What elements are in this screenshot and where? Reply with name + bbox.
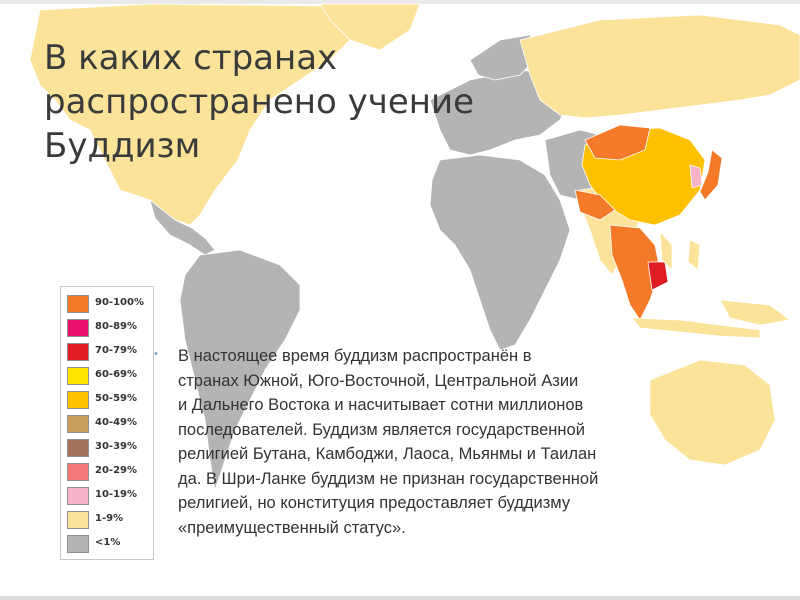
paragraph-line: В настоящее время буддизм распространён … [178, 347, 532, 365]
body-paragraph: В настоящее время буддизм распространён … [178, 344, 728, 540]
slide-top-border [0, 0, 800, 4]
legend-item: 90-100% [67, 295, 151, 313]
legend-swatch [67, 415, 89, 433]
legend-item: 80-89% [67, 319, 151, 337]
map-vietnam [659, 230, 673, 271]
map-australia [649, 359, 776, 466]
paragraph-line: «преимущественный статус». [178, 518, 406, 537]
legend-item: 70-79% [67, 343, 151, 361]
title-line: распространено учение [44, 82, 474, 122]
legend-item: 1-9% [67, 511, 151, 529]
map-cambodia [647, 261, 669, 291]
title-line: В каких странах [44, 38, 338, 78]
map-central-america [149, 198, 216, 256]
map-africa [429, 154, 571, 351]
map-indonesia [631, 317, 761, 339]
paragraph-line: религией, но конституция предоставляет б… [178, 494, 571, 512]
legend-label: 20-29% [95, 465, 138, 476]
paragraph-line: религией Бутана, Камбоджи, Лаоса, Мьянмы… [178, 445, 597, 463]
map-south-america [179, 249, 301, 491]
bullet-marker: • [154, 348, 158, 360]
legend-label: 40-49% [95, 417, 138, 428]
map-korea [689, 164, 703, 189]
title-line: Буддизм [44, 126, 201, 166]
legend-item: 10-19% [67, 487, 151, 505]
paragraph-line: последователей. Буддизм является государ… [178, 420, 585, 439]
legend-swatch [67, 391, 89, 409]
paragraph-line: странах Южной, Юго-Восточной, Центрально… [178, 371, 579, 390]
legend-swatch [67, 511, 89, 529]
legend-label: 10-19% [95, 489, 138, 500]
legend-swatch [67, 295, 89, 313]
legend-swatch [67, 463, 89, 481]
map-greenland [319, 3, 421, 51]
map-mongolia [584, 124, 651, 161]
legend-item: <1% [67, 535, 151, 553]
map-north-america [29, 3, 361, 226]
paragraph-line: и Дальнего Востока и насчитывает сотни м… [178, 396, 584, 414]
legend-label: 1-9% [95, 513, 124, 524]
legend-swatch [67, 319, 89, 337]
legend-label: 50-59% [95, 393, 138, 404]
legend-item: 40-49% [67, 415, 151, 433]
legend-swatch [67, 343, 89, 361]
page-title: В каких странах распространено учение Бу… [44, 36, 564, 168]
map-indochina [609, 224, 661, 321]
legend-swatch [67, 439, 89, 457]
legend-label: 30-39% [95, 441, 138, 452]
legend-label: <1% [95, 537, 121, 548]
slide-bottom-border [0, 596, 800, 600]
legend-item: 20-29% [67, 463, 151, 481]
map-philippines [687, 239, 701, 271]
legend-swatch [67, 535, 89, 553]
map-legend: 90-100% 80-89% 70-79% 60-69% 50-59% 40-4… [60, 286, 154, 560]
legend-label: 60-69% [95, 369, 138, 380]
map-russia [519, 14, 800, 119]
paragraph-line: да. В Шри-Ланке буддизм не признан госуд… [178, 469, 599, 488]
legend-label: 90-100% [95, 297, 144, 308]
legend-item: 60-69% [67, 367, 151, 385]
legend-label: 70-79% [95, 345, 138, 356]
legend-swatch [67, 367, 89, 385]
legend-item: 30-39% [67, 439, 151, 457]
legend-swatch [67, 487, 89, 505]
legend-label: 80-89% [95, 321, 138, 332]
map-japan [699, 149, 723, 201]
legend-item: 50-59% [67, 391, 151, 409]
map-tibet [574, 189, 616, 221]
map-new-guinea [719, 299, 791, 326]
